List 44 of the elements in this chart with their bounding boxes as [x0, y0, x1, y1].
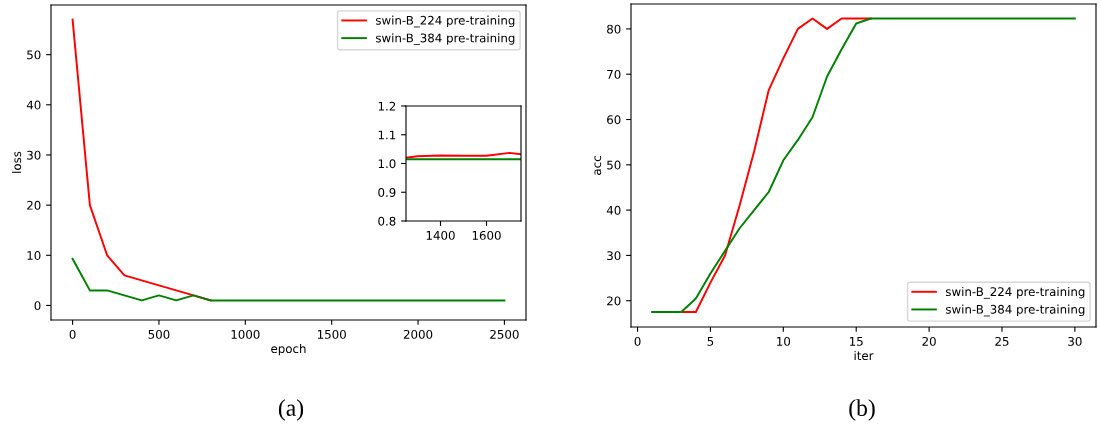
- y-axis-title: acc: [594, 156, 602, 175]
- x-tick-label: 30: [1068, 336, 1082, 346]
- x-axis-title: epoch: [271, 343, 306, 356]
- x-tick-label: 1600: [472, 230, 501, 240]
- legend-label: swin-B_384 pre-training: [375, 33, 515, 46]
- x-tick-label: 0: [634, 336, 641, 346]
- y-axis-title: loss: [12, 151, 22, 173]
- y-tick-label: 1.0: [378, 159, 396, 169]
- legend-label: swin-B_384 pre-training: [945, 304, 1085, 317]
- y-tick-label: 80: [607, 24, 621, 34]
- y-tick-label: 0.8: [378, 216, 396, 226]
- x-tick-label: 15: [850, 337, 863, 346]
- x-tick-label: 2500: [490, 329, 519, 339]
- x-tick-label: 2000: [403, 329, 433, 339]
- x-tick-label: 1000: [231, 329, 260, 339]
- y-tick-label: 20: [27, 200, 41, 210]
- line-series: [71, 257, 506, 302]
- text: (a): [278, 399, 304, 421]
- y-tick-label: 1.1: [378, 130, 396, 140]
- y-tick-label: 0: [34, 301, 41, 311]
- x-tick-label: 1500: [317, 329, 346, 339]
- y-tick-label: 30: [27, 150, 41, 160]
- y-tick-label: 20: [607, 296, 621, 306]
- y-tick-label: 70: [607, 69, 621, 79]
- x-tick-label: 500: [148, 329, 170, 339]
- x-tick-label: 1400: [426, 230, 455, 240]
- legend-label: swin-B_224 pre-training: [375, 15, 515, 28]
- x-tick-label: 5: [707, 337, 714, 346]
- y-tick-label: 0.9: [378, 187, 396, 197]
- x-tick-label: 20: [922, 336, 936, 346]
- text: (b): [849, 399, 875, 421]
- y-tick-label: 10: [27, 251, 41, 260]
- y-tick-label: 40: [606, 205, 621, 215]
- y-tick-label: 50: [607, 160, 621, 170]
- x-tick-label: 10: [777, 336, 791, 346]
- y-tick-label: 50: [27, 50, 41, 60]
- y-tick-label: 1.2: [378, 101, 396, 111]
- legend-label: swin-B_224 pre-training: [945, 286, 1085, 299]
- y-tick-label: 40: [26, 100, 41, 110]
- y-tick-label: 30: [607, 251, 621, 261]
- x-axis-title: iter: [854, 350, 874, 361]
- x-tick-label: 0: [69, 329, 76, 339]
- y-tick-label: 60: [607, 115, 621, 125]
- x-tick-label: 25: [995, 336, 1009, 346]
